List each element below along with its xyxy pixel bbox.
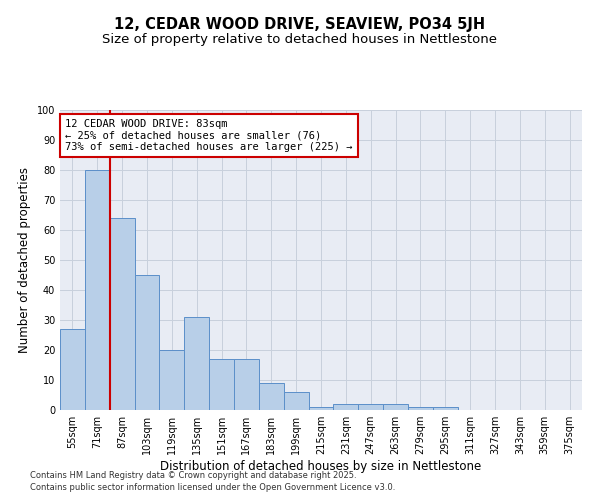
Text: 12, CEDAR WOOD DRIVE, SEAVIEW, PO34 5JH: 12, CEDAR WOOD DRIVE, SEAVIEW, PO34 5JH (115, 18, 485, 32)
Text: Contains HM Land Registry data © Crown copyright and database right 2025.: Contains HM Land Registry data © Crown c… (30, 470, 356, 480)
Bar (134, 275, 160, 410)
Bar (408, 407, 433, 410)
X-axis label: Distribution of detached houses by size in Nettlestone: Distribution of detached houses by size … (160, 460, 482, 473)
Bar (284, 392, 308, 410)
Bar (383, 404, 408, 410)
Text: Contains public sector information licensed under the Open Government Licence v3: Contains public sector information licen… (30, 483, 395, 492)
Bar (85, 170, 110, 410)
Y-axis label: Number of detached properties: Number of detached properties (18, 167, 31, 353)
Bar (110, 218, 134, 410)
Text: 12 CEDAR WOOD DRIVE: 83sqm
← 25% of detached houses are smaller (76)
73% of semi: 12 CEDAR WOOD DRIVE: 83sqm ← 25% of deta… (65, 119, 353, 152)
Bar (334, 404, 358, 410)
Bar (259, 383, 284, 410)
Bar (60, 329, 85, 410)
Bar (433, 407, 458, 410)
Bar (160, 350, 184, 410)
Bar (234, 359, 259, 410)
Bar (308, 407, 334, 410)
Text: Size of property relative to detached houses in Nettlestone: Size of property relative to detached ho… (103, 32, 497, 46)
Bar (209, 359, 234, 410)
Bar (184, 317, 209, 410)
Bar (358, 404, 383, 410)
